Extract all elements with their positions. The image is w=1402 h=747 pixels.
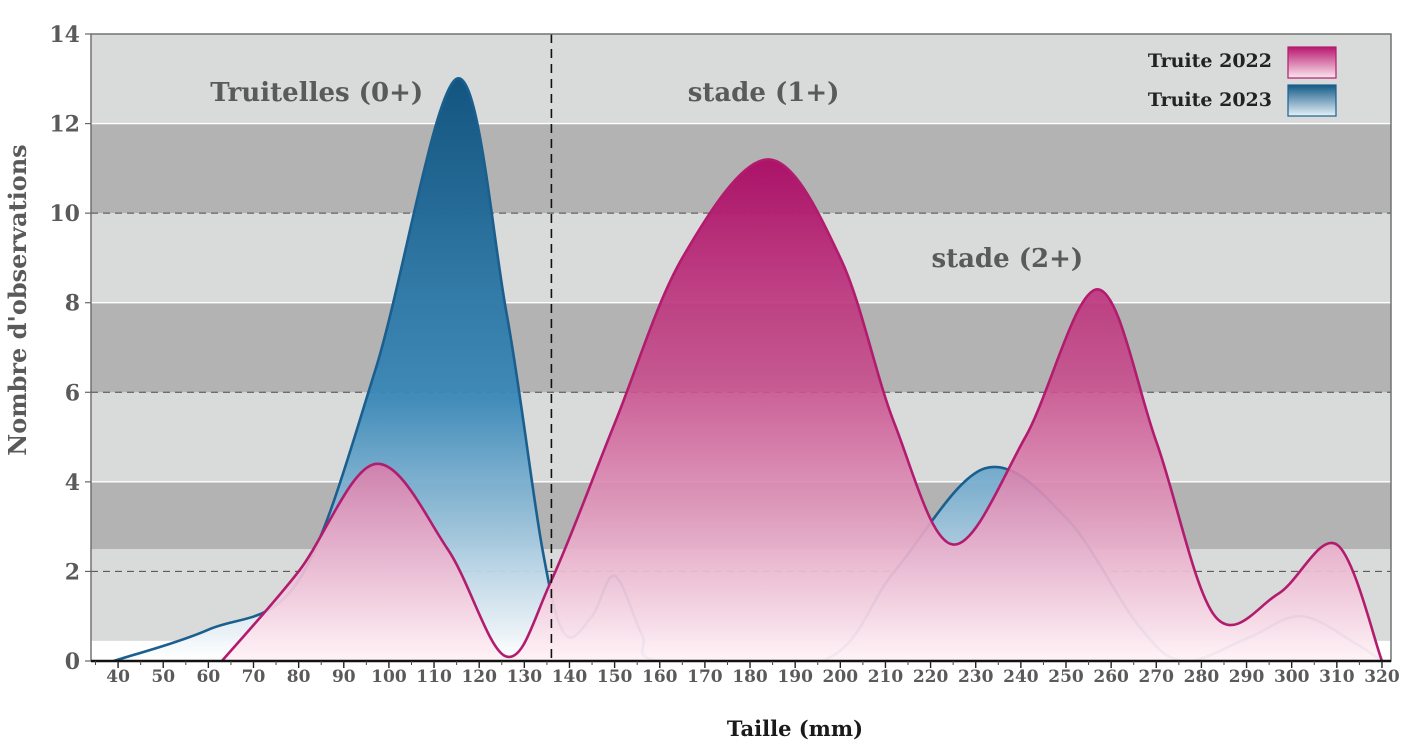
zone-label: stade (1+) bbox=[688, 78, 840, 108]
x-tick-label: 230 bbox=[958, 667, 994, 687]
x-tick-label: 320 bbox=[1364, 667, 1400, 687]
series-area bbox=[221, 159, 1382, 661]
y-tick-label: 6 bbox=[65, 380, 80, 406]
x-tick-label: 110 bbox=[416, 667, 452, 687]
y-axis-title: Nombre d'observations bbox=[3, 144, 32, 455]
x-tick-label: 220 bbox=[913, 667, 949, 687]
x-tick-label: 150 bbox=[597, 667, 633, 687]
zone-label: stade (2+) bbox=[931, 244, 1083, 274]
x-tick-label: 90 bbox=[332, 667, 356, 687]
x-tick-label: 310 bbox=[1319, 667, 1355, 687]
x-tick-label: 70 bbox=[242, 667, 266, 687]
x-tick-label: 60 bbox=[197, 667, 221, 687]
series-0 bbox=[220, 158, 1384, 661]
y-tick-label: 2 bbox=[65, 559, 80, 585]
zone-labels: Truitelles (0+) stade (1+) stade (2+) bbox=[210, 78, 1083, 274]
x-tick-label: 300 bbox=[1274, 667, 1310, 687]
x-tick-label: 130 bbox=[507, 667, 543, 687]
series-line bbox=[220, 158, 1384, 661]
y-tick-label: 14 bbox=[49, 22, 80, 48]
y-tick-label: 0 bbox=[65, 649, 80, 675]
x-axis-title: Taille (mm) bbox=[727, 716, 863, 741]
y-tick-label: 8 bbox=[65, 291, 80, 317]
y-tick-label: 10 bbox=[49, 201, 80, 227]
series-area bbox=[113, 78, 1382, 661]
x-tick-label: 120 bbox=[461, 667, 497, 687]
x-tick-label: 240 bbox=[1003, 667, 1039, 687]
x-tick-label: 280 bbox=[1184, 667, 1220, 687]
x-tick-label: 80 bbox=[287, 667, 311, 687]
x-tick-label: 250 bbox=[1048, 667, 1084, 687]
y-tick-label: 4 bbox=[65, 470, 80, 496]
x-tick-label: 40 bbox=[106, 667, 130, 687]
x-axis: 40 50 60 70 80 90 100 110 120 130 140 150 160 170 180 1… bbox=[95, 661, 1400, 687]
y-axis: 0 2 4 6 8 10 12 14 bbox=[49, 22, 91, 675]
x-tick-label: 180 bbox=[732, 667, 768, 687]
x-tick-label: 290 bbox=[1229, 667, 1265, 687]
plot-band bbox=[91, 34, 1391, 124]
y-tick-label: 12 bbox=[49, 112, 80, 138]
x-tick-label: 260 bbox=[1093, 667, 1129, 687]
legend-swatch-2022 bbox=[1287, 46, 1337, 79]
legend-swatch-2023 bbox=[1287, 84, 1337, 117]
zone-label: Truitelles (0+) bbox=[210, 78, 423, 108]
x-tick-label: 200 bbox=[823, 667, 859, 687]
x-tick-label: 210 bbox=[868, 667, 904, 687]
series-areas bbox=[113, 77, 1384, 661]
legend-item-2023: Truite 2023 bbox=[1148, 84, 1337, 117]
x-tick-label: 270 bbox=[1139, 667, 1175, 687]
x-tick-label: 190 bbox=[777, 667, 813, 687]
legend-item-2022: Truite 2022 bbox=[1148, 46, 1337, 79]
x-tick-label: 160 bbox=[642, 667, 678, 687]
x-tick-label: 140 bbox=[552, 667, 588, 687]
x-tick-label: 50 bbox=[151, 667, 175, 687]
legend-label-2023: Truite 2023 bbox=[1148, 89, 1272, 111]
legend: Truite 2022 Truite 2023 bbox=[1148, 46, 1337, 117]
x-tick-label: 170 bbox=[687, 667, 723, 687]
x-tick-label: 100 bbox=[371, 667, 407, 687]
legend-label-2022: Truite 2022 bbox=[1148, 50, 1272, 72]
